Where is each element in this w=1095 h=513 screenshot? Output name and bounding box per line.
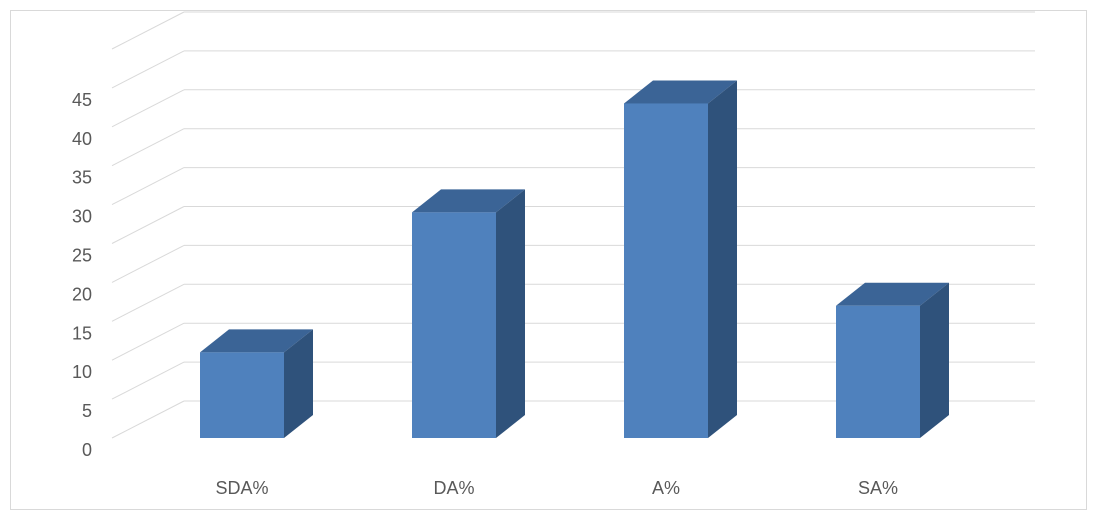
y-tick-label: 30 [72,207,92,227]
y-tick-label: 25 [72,246,92,266]
y-tick-label: 45 [72,90,92,110]
x-axis-labels: SDA% DA% A% SA% [215,478,898,498]
bar [200,329,313,438]
gridline-diagonal [111,400,185,439]
y-tick-label: 10 [72,362,92,382]
gridline-diagonal [111,244,185,283]
y-axis-ticks: 0 5 10 15 20 25 30 35 40 45 [72,90,92,460]
bar-top [624,80,737,104]
y-tick-label: 20 [72,284,92,304]
bar-side [920,282,949,438]
bar-front [624,103,708,439]
gridline-diagonal [111,322,185,361]
bar-top [412,189,525,213]
bar-top [836,282,949,306]
gridline-diagonal [111,206,185,244]
bar-front [200,352,284,438]
x-category-label: SDA% [215,478,268,498]
y-tick-label: 40 [72,129,92,149]
bar [836,282,949,438]
y-tick-label: 35 [72,168,92,188]
y-tick-label: 15 [72,323,92,343]
bar-side [708,80,737,439]
bar-front [412,212,496,438]
bar-top [200,329,313,353]
bar [412,189,525,438]
gridline-diagonal [111,283,185,322]
y-tick-label: 0 [82,440,92,460]
gridline-diagonal [111,11,185,50]
gridline-diagonal [111,89,185,128]
bar [624,80,737,439]
gridline-diagonal [111,361,185,400]
bar-side [496,189,525,438]
x-category-label: A% [652,478,680,498]
bar-front [836,305,920,438]
gridline-diagonal [111,50,185,89]
x-category-label: SA% [858,478,898,498]
bar-side [284,329,313,438]
gridline-diagonal [111,167,185,206]
gridline-diagonal [111,128,185,167]
bars [200,80,949,439]
y-tick-label: 5 [82,401,92,421]
x-category-label: DA% [433,478,474,498]
